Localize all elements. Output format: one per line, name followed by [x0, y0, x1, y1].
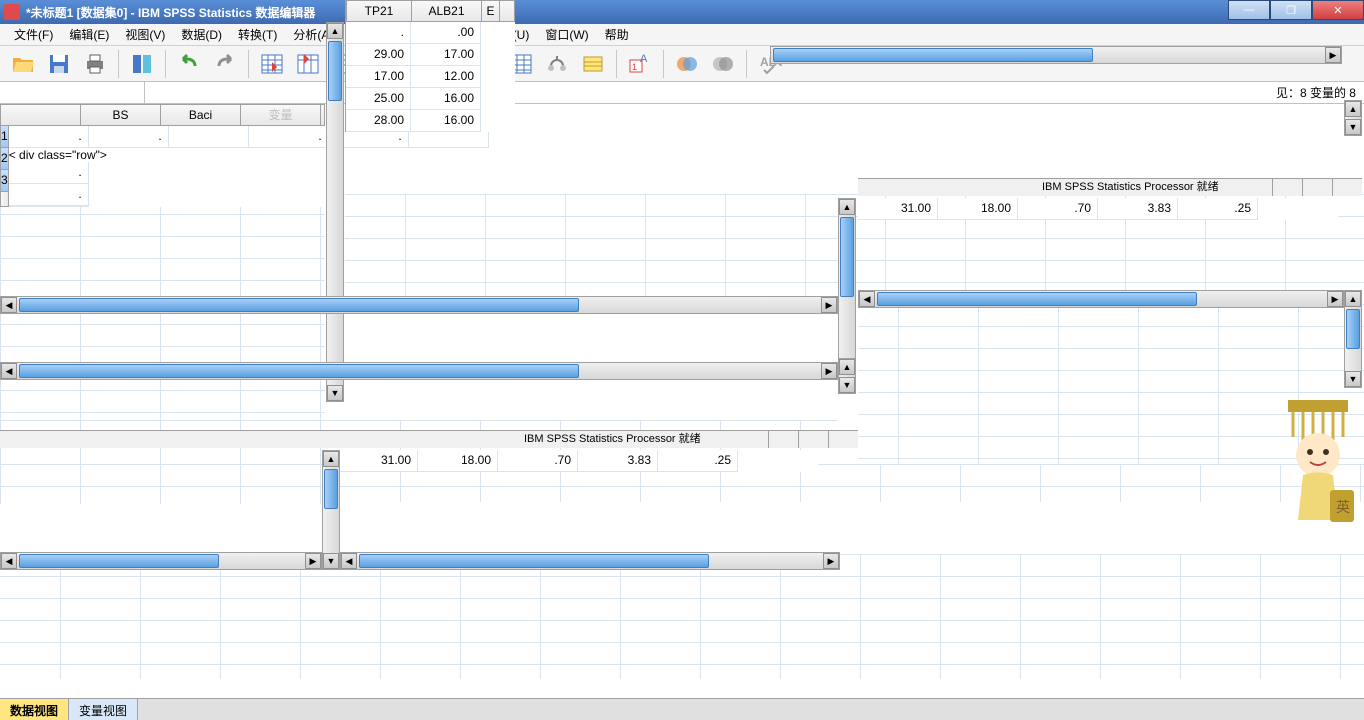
hscroll-low2[interactable]: ◀▶: [340, 552, 840, 570]
cell[interactable]: 31.00: [858, 198, 938, 220]
svg-text:1: 1: [632, 62, 637, 72]
cell[interactable]: .00: [411, 22, 481, 44]
show-all-icon[interactable]: 1A: [625, 49, 655, 79]
print-icon[interactable]: [80, 49, 110, 79]
status-text-2: IBM SPSS Statistics Processor 就绪: [524, 433, 701, 445]
col-tp21[interactable]: TP21: [347, 1, 412, 21]
cell[interactable]: 17.00: [411, 44, 481, 66]
view-tabs: 数据视图 变量视图: [0, 698, 1364, 720]
panel-tp-alb: TP21 ALB21 E ..0029.0017.0017.0012.0025.…: [345, 0, 515, 132]
menu-view[interactable]: 视图(V): [117, 24, 173, 45]
hscroll-2[interactable]: ◀▶: [0, 362, 838, 380]
menu-edit[interactable]: 编辑(E): [61, 24, 117, 45]
hscroll-upper[interactable]: ▶: [770, 46, 1342, 64]
row-1[interactable]: 1: [1, 126, 8, 148]
vscroll-r1[interactable]: ▲ ▼: [1344, 100, 1362, 136]
save-icon[interactable]: [44, 49, 74, 79]
cell[interactable]: .25: [1178, 198, 1258, 220]
tab-data-view[interactable]: 数据视图: [0, 699, 69, 720]
menu-bar: 文件(F) 编辑(E) 视图(V) 数据(D) 转换(T) 分析(A) 直销(M…: [0, 24, 1364, 46]
cell-editor[interactable]: [0, 82, 145, 103]
menu-window[interactable]: 窗口(W): [537, 24, 596, 45]
menu-data[interactable]: 数据(D): [173, 24, 230, 45]
undo-icon[interactable]: [174, 49, 204, 79]
cell[interactable]: 25.00: [346, 88, 411, 110]
menu-file[interactable]: 文件(F): [6, 24, 61, 45]
cell[interactable]: 3.83: [578, 450, 658, 472]
menu-transform[interactable]: 转换(T): [230, 24, 285, 45]
recall-icon[interactable]: [127, 49, 157, 79]
cell[interactable]: 31.00: [338, 450, 418, 472]
cell[interactable]: .: [346, 22, 411, 44]
close-button[interactable]: ✕: [1312, 0, 1364, 20]
rowhdr-corner[interactable]: [1, 105, 81, 125]
cell[interactable]: 29.00: [346, 44, 411, 66]
sets2-icon[interactable]: [708, 49, 738, 79]
cell[interactable]: .70: [1018, 198, 1098, 220]
cell[interactable]: .: [249, 126, 329, 148]
tab-variable-view[interactable]: 变量视图: [69, 699, 138, 720]
open-icon[interactable]: [8, 49, 38, 79]
title-bar: *未标题1 [数据集0] - IBM SPSS Statistics 数据编辑器…: [0, 0, 1364, 24]
info-row: 见：8 变量的 8: [0, 82, 1364, 104]
hscroll-mid-left[interactable]: ◀ ▶: [0, 296, 838, 314]
vscroll-low-left[interactable]: ▲▼: [322, 450, 340, 570]
panel-data-right: 31.00 18.00 .70 3.83 .25: [858, 198, 1338, 220]
row-headers: 1 2 3: [0, 126, 9, 207]
window-controls: — ❐ ✕: [1228, 0, 1364, 20]
col-header-left: BS Baci 变量: [0, 104, 325, 126]
hscroll-low1[interactable]: ◀▶: [0, 552, 322, 570]
status-text: IBM SPSS Statistics Processor 就绪: [1042, 181, 1219, 193]
vscroll-left[interactable]: ▲ ▼: [326, 22, 344, 402]
app-icon: [4, 4, 20, 20]
cell[interactable]: .: [89, 126, 169, 148]
col-baci[interactable]: Baci: [161, 105, 241, 125]
cell[interactable]: 18.00: [938, 198, 1018, 220]
vscroll-r2[interactable]: ▲▼: [1344, 290, 1362, 388]
panel-left: BS Baci 变量 1 2 3 .. < div class="row">..…: [0, 104, 325, 207]
cell[interactable]: 3.83: [1098, 198, 1178, 220]
row-2[interactable]: 2: [1, 148, 8, 170]
goto-case-icon[interactable]: [257, 49, 287, 79]
cell[interactable]: 28.00: [346, 110, 411, 132]
svg-text:A: A: [640, 53, 648, 65]
use-sets-icon[interactable]: [578, 49, 608, 79]
goto-var-icon[interactable]: [293, 49, 323, 79]
cell[interactable]: 18.00: [418, 450, 498, 472]
col-e[interactable]: E: [482, 1, 500, 21]
window-title: *未标题1 [数据集0] - IBM SPSS Statistics 数据编辑器: [26, 4, 315, 21]
cell[interactable]: .: [9, 162, 89, 184]
cell[interactable]: .: [9, 184, 89, 206]
hscroll-r[interactable]: ◀▶: [858, 290, 1344, 308]
cell[interactable]: 16.00: [411, 88, 481, 110]
value-labels-icon[interactable]: [542, 49, 572, 79]
cell[interactable]: [9, 206, 89, 207]
minimize-button[interactable]: —: [1228, 0, 1270, 20]
menu-help[interactable]: 帮助: [597, 24, 637, 45]
col-bs[interactable]: BS: [81, 105, 161, 125]
redo-icon[interactable]: [210, 49, 240, 79]
panel-data-lower: 31.00 18.00 .70 3.83 .25: [338, 450, 818, 472]
col-alb21[interactable]: ALB21: [412, 1, 482, 21]
col-empty[interactable]: 变量: [241, 105, 321, 125]
cell[interactable]: .70: [498, 450, 578, 472]
vscroll-2[interactable]: ▲▼: [838, 358, 856, 394]
status-full: IBM SPSS Statistics Processor 就绪: [0, 430, 858, 448]
sets1-icon[interactable]: [672, 49, 702, 79]
row-3[interactable]: 3: [1, 170, 8, 192]
maximize-button[interactable]: ❐: [1270, 0, 1312, 20]
cell[interactable]: 12.00: [411, 66, 481, 88]
cell[interactable]: 17.00: [346, 66, 411, 88]
cell[interactable]: .: [9, 126, 89, 148]
cell[interactable]: 16.00: [411, 110, 481, 132]
cell[interactable]: [169, 126, 249, 148]
cell[interactable]: .25: [658, 450, 738, 472]
status-mid-right: IBM SPSS Statistics Processor 就绪: [858, 178, 1362, 196]
